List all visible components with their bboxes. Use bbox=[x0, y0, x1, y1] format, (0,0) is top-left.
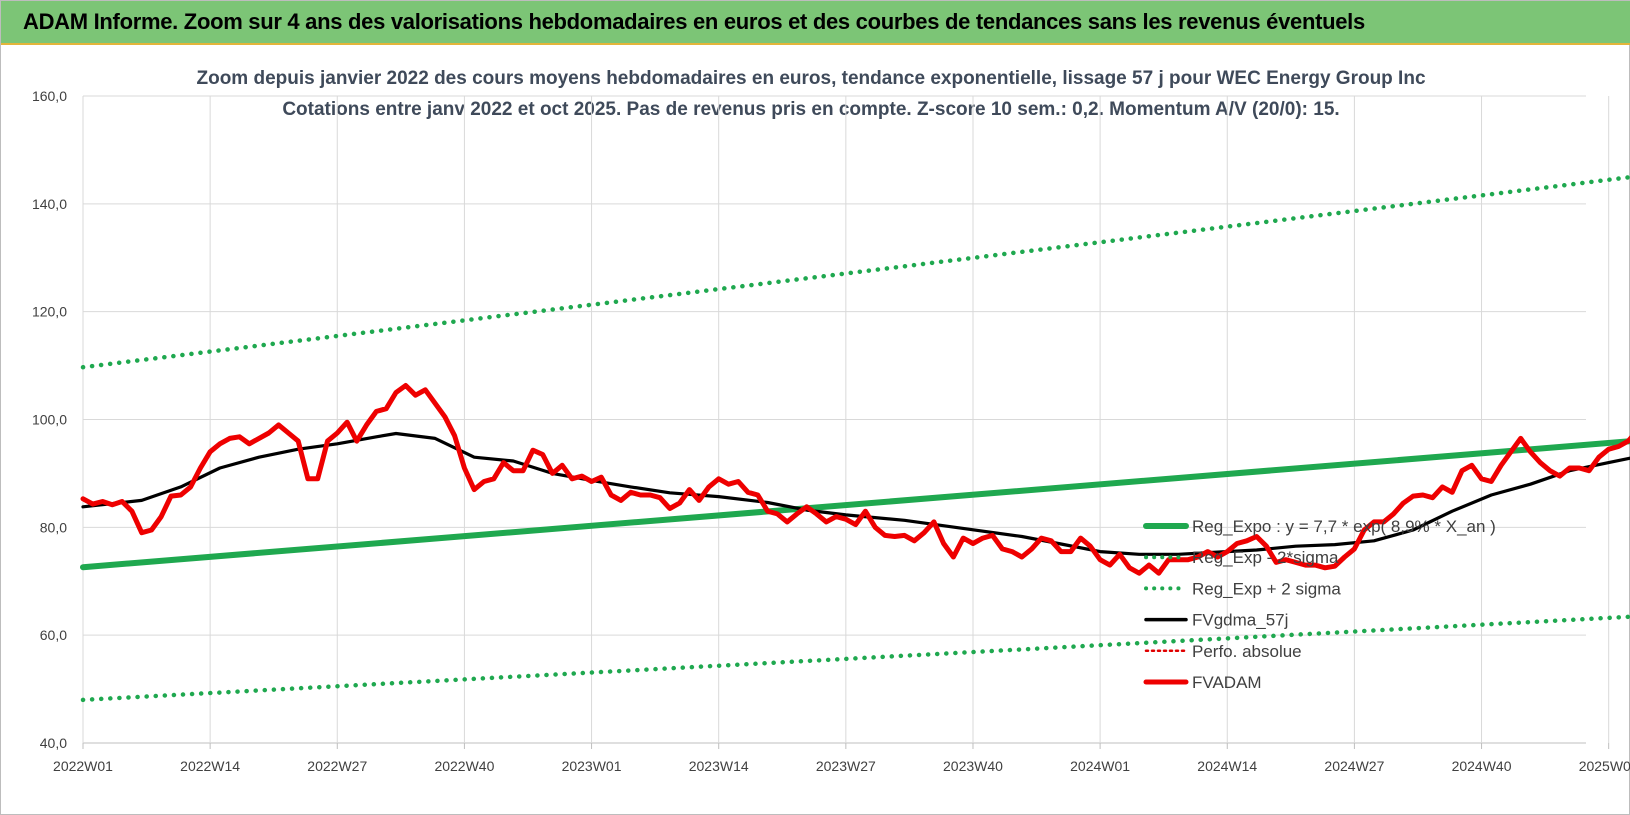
reg-exp-plus-2sigma-line bbox=[80, 174, 1630, 370]
legend-label: Reg_Expo : y = 7,7 * exp( 8,9% * X_an ) bbox=[1192, 517, 1496, 536]
fvadam-line bbox=[80, 383, 1630, 576]
x-tick-label: 2024W14 bbox=[1197, 758, 1257, 774]
chart-legend: Reg_Expo : y = 7,7 * exp( 8,9% * X_an ) R… bbox=[1143, 517, 1496, 692]
legend-label: Perfo. absolue bbox=[1192, 642, 1302, 661]
chart-title: Zoom depuis janvier 2022 des cours moyen… bbox=[196, 68, 1425, 89]
y-tick-label: 100,0 bbox=[32, 412, 67, 428]
y-tick-label: 120,0 bbox=[32, 304, 67, 320]
y-tick-label: 80,0 bbox=[40, 519, 67, 535]
chart-grid bbox=[82, 95, 1610, 744]
x-tick-label: 2025W01 bbox=[1579, 758, 1630, 774]
y-tick-label: 160,0 bbox=[32, 88, 67, 104]
chart-axes: 40,0 60,0 80,0 100,0 120,0 140,0 160,0 2022W01 2… bbox=[32, 88, 1630, 774]
chart-subtitle: Cotations entre janv 2022 et oct 2025. P… bbox=[282, 99, 1339, 120]
report-banner: ADAM Informe. Zoom sur 4 ans des valoris… bbox=[1, 1, 1630, 45]
legend-label: FVgdma_57j bbox=[1192, 611, 1288, 630]
x-tick-label: 2023W01 bbox=[562, 758, 622, 774]
chart-series bbox=[80, 174, 1630, 703]
y-tick-label: 60,0 bbox=[40, 627, 67, 643]
x-tick-label: 2022W14 bbox=[180, 758, 240, 774]
trend-chart: Zoom depuis janvier 2022 des cours moyen… bbox=[32, 68, 1630, 774]
banner-title: ADAM Informe. Zoom sur 4 ans des valoris… bbox=[23, 9, 1365, 34]
x-tick-label: 2022W01 bbox=[53, 758, 113, 774]
x-tick-label: 2022W27 bbox=[307, 758, 367, 774]
y-tick-label: 140,0 bbox=[32, 196, 67, 212]
x-tick-label: 2023W14 bbox=[689, 758, 749, 774]
legend-label: FVADAM bbox=[1192, 673, 1262, 692]
x-tick-label: 2023W40 bbox=[943, 758, 1003, 774]
fvgdma-57j-line bbox=[81, 431, 1630, 556]
x-tick-label: 2024W27 bbox=[1324, 758, 1384, 774]
legend-label: Reg_Exp + 2 sigma bbox=[1192, 579, 1341, 598]
x-tick-label: 2024W40 bbox=[1452, 758, 1512, 774]
reg-exp-minus-2sigma-line bbox=[80, 614, 1630, 703]
y-tick-label: 40,0 bbox=[40, 735, 67, 751]
legend-label: Reg_Exp - 2*sigma bbox=[1192, 548, 1339, 567]
x-tick-label: 2023W27 bbox=[816, 758, 876, 774]
x-tick-label: 2024W01 bbox=[1070, 758, 1130, 774]
x-tick-label: 2022W40 bbox=[434, 758, 494, 774]
reg-expo-line bbox=[80, 438, 1630, 571]
